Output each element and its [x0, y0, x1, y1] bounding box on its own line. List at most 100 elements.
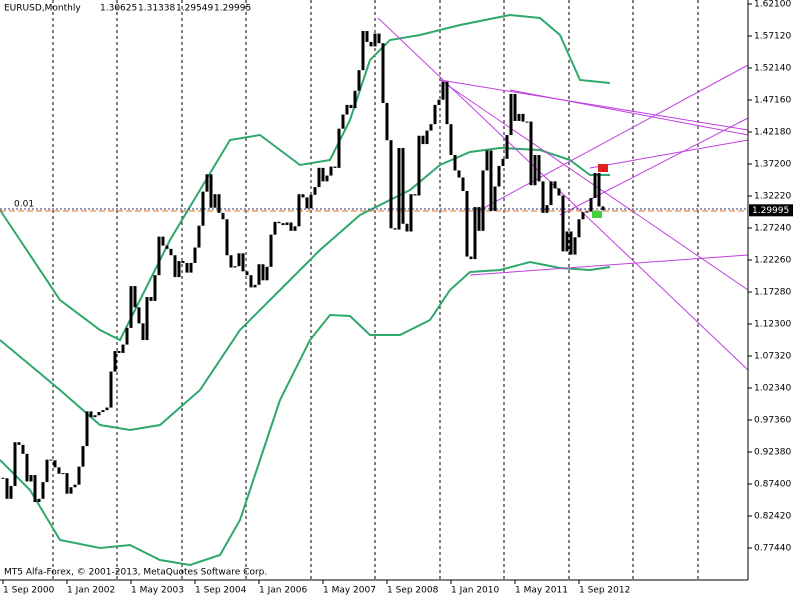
candle	[345, 104, 349, 115]
candle	[425, 130, 429, 145]
candle	[433, 104, 437, 125]
candle	[217, 194, 221, 213]
candle	[537, 155, 541, 182]
y-tick-label: 1.52140	[754, 64, 791, 74]
candle	[165, 245, 169, 249]
candle	[29, 475, 33, 482]
candle	[517, 113, 521, 121]
candle	[393, 228, 397, 230]
candle	[245, 271, 249, 276]
candle	[73, 484, 77, 488]
candle	[205, 174, 209, 192]
x-tick-label: 1 Sep 2008	[387, 586, 439, 596]
x-tick-label: 1 May 2003	[131, 586, 184, 596]
candle	[313, 187, 317, 195]
candle	[201, 191, 205, 226]
y-tick-label: 1.27240	[754, 224, 791, 234]
candle	[441, 81, 445, 100]
candle	[41, 482, 45, 499]
candle	[549, 181, 553, 206]
candle	[585, 211, 589, 213]
candle	[233, 266, 237, 268]
candle	[525, 121, 529, 123]
candle	[121, 344, 125, 353]
candle	[377, 33, 381, 44]
candle	[173, 255, 177, 278]
candle	[521, 113, 525, 122]
candle	[225, 219, 229, 256]
sell-marker	[598, 164, 608, 172]
candle	[133, 286, 137, 308]
y-tick-label: 1.32220	[754, 192, 791, 202]
header-close: 1.29995	[214, 4, 251, 14]
candle	[105, 407, 109, 411]
candle	[197, 225, 201, 248]
candle	[469, 256, 473, 260]
candle	[249, 275, 253, 288]
candle	[145, 297, 149, 341]
candle	[553, 181, 557, 189]
candle	[261, 264, 265, 281]
candle	[477, 207, 481, 231]
candle	[473, 207, 477, 260]
candle	[349, 104, 353, 109]
candle	[449, 124, 453, 156]
candle	[445, 81, 449, 125]
candle	[353, 90, 357, 109]
candle	[417, 135, 421, 196]
candle	[545, 205, 549, 213]
current-price-label: 1.29995	[752, 206, 789, 216]
candle	[541, 181, 545, 213]
x-tick-label: 1 Sep 2004	[195, 586, 247, 596]
candle	[337, 128, 341, 168]
candle	[25, 453, 29, 482]
candle	[37, 498, 41, 503]
candle	[169, 248, 173, 256]
candle	[325, 175, 329, 182]
y-tick-label: 1.22260	[754, 256, 791, 266]
indicator-bands	[0, 13, 611, 567]
candle	[157, 236, 161, 276]
chart-title: EURUSD,Monthly	[4, 4, 81, 14]
candle	[57, 467, 61, 474]
candle	[329, 166, 333, 176]
candle	[509, 93, 513, 136]
candle	[421, 135, 425, 145]
candle	[309, 194, 313, 209]
y-tick-label: 1.12300	[754, 320, 791, 330]
candle	[77, 466, 81, 485]
candle	[297, 194, 301, 227]
candle	[601, 206, 605, 211]
y-tick-label: 0.92380	[754, 448, 791, 458]
candle	[53, 460, 57, 468]
candle	[5, 478, 9, 499]
candle	[189, 262, 193, 273]
y-tick-label: 0.97360	[754, 416, 791, 426]
candle	[557, 188, 561, 196]
candle	[101, 410, 105, 413]
candle	[265, 266, 269, 281]
candle	[21, 444, 25, 454]
candle	[81, 446, 85, 467]
x-tick-label: 1 Jan 2010	[451, 586, 499, 596]
candle	[593, 173, 597, 199]
buy-marker	[592, 211, 602, 218]
candle	[161, 236, 165, 246]
y-tick-label: 1.07320	[754, 352, 791, 362]
candle	[285, 222, 289, 226]
candle	[185, 262, 189, 273]
candle	[129, 286, 133, 328]
candle	[365, 30, 369, 42]
x-tick-label: 1 Jan 2002	[67, 586, 115, 596]
candle	[137, 307, 141, 324]
candle	[9, 485, 13, 499]
candle	[573, 237, 577, 255]
candle	[577, 219, 581, 238]
candle	[149, 297, 153, 301]
candle	[17, 442, 21, 445]
candle	[237, 253, 241, 267]
candle	[533, 155, 537, 186]
candle	[33, 475, 37, 503]
candle	[465, 190, 469, 257]
candle	[89, 411, 93, 418]
